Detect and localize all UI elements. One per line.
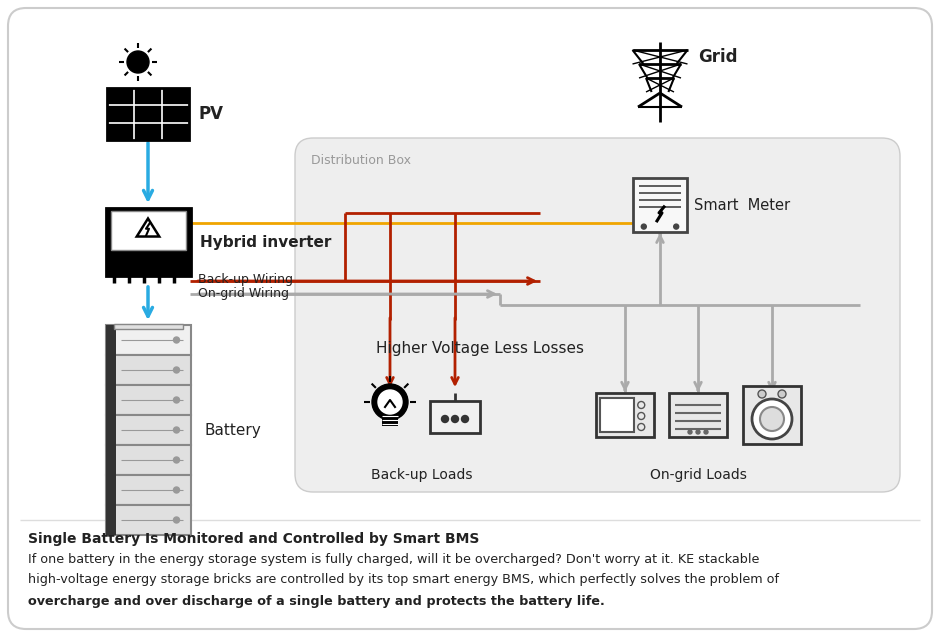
Circle shape bbox=[758, 390, 766, 398]
Circle shape bbox=[688, 430, 692, 434]
Text: Back-up Wiring: Back-up Wiring bbox=[198, 273, 293, 287]
Bar bbox=[105, 475, 116, 505]
FancyBboxPatch shape bbox=[295, 138, 900, 492]
Bar bbox=[105, 415, 191, 445]
Circle shape bbox=[378, 390, 402, 414]
Bar bbox=[105, 445, 116, 475]
FancyBboxPatch shape bbox=[8, 8, 932, 629]
Bar bbox=[105, 325, 116, 355]
Circle shape bbox=[704, 430, 708, 434]
Bar bbox=[600, 398, 634, 432]
Text: overcharge and over discharge of a single battery and protects the battery life.: overcharge and over discharge of a singl… bbox=[28, 595, 604, 608]
Text: PV: PV bbox=[198, 105, 223, 123]
Text: Battery: Battery bbox=[204, 422, 260, 438]
Bar bbox=[105, 385, 191, 415]
Bar bbox=[111, 211, 185, 250]
Circle shape bbox=[174, 337, 180, 343]
Circle shape bbox=[451, 415, 459, 422]
Bar bbox=[105, 415, 116, 445]
Bar bbox=[382, 412, 398, 426]
Text: Higher Voltage Less Losses: Higher Voltage Less Losses bbox=[376, 341, 584, 355]
Circle shape bbox=[174, 487, 180, 493]
Circle shape bbox=[462, 415, 468, 422]
Text: Distribution Box: Distribution Box bbox=[311, 154, 411, 167]
Circle shape bbox=[674, 224, 679, 229]
Bar bbox=[430, 401, 480, 433]
Circle shape bbox=[372, 384, 408, 420]
Polygon shape bbox=[136, 218, 159, 236]
Circle shape bbox=[442, 415, 448, 422]
Bar bbox=[105, 505, 191, 535]
Bar bbox=[105, 445, 191, 475]
Bar bbox=[633, 178, 687, 232]
Bar bbox=[114, 324, 182, 329]
Text: high-voltage energy storage bricks are controlled by its top smart energy BMS, w: high-voltage energy storage bricks are c… bbox=[28, 573, 779, 586]
Circle shape bbox=[752, 399, 792, 439]
Bar bbox=[596, 393, 654, 437]
Circle shape bbox=[696, 430, 700, 434]
Circle shape bbox=[778, 390, 786, 398]
Text: Single Battery Is Monitored and Controlled by Smart BMS: Single Battery Is Monitored and Controll… bbox=[28, 532, 479, 546]
Circle shape bbox=[174, 397, 180, 403]
Circle shape bbox=[174, 457, 180, 463]
Bar bbox=[105, 355, 191, 385]
Bar bbox=[105, 475, 191, 505]
Bar bbox=[105, 385, 116, 415]
Bar bbox=[107, 88, 189, 140]
Circle shape bbox=[174, 367, 180, 373]
Circle shape bbox=[760, 407, 784, 431]
Text: Smart  Meter: Smart Meter bbox=[694, 197, 791, 213]
Circle shape bbox=[641, 224, 647, 229]
Bar bbox=[105, 325, 191, 355]
Bar bbox=[105, 355, 116, 385]
Text: Hybrid inverter: Hybrid inverter bbox=[200, 234, 332, 250]
Circle shape bbox=[127, 51, 149, 73]
Bar bbox=[105, 505, 116, 535]
Circle shape bbox=[174, 427, 180, 433]
Text: If one battery in the energy storage system is fully charged, will it be overcha: If one battery in the energy storage sys… bbox=[28, 553, 760, 566]
Text: On-grid Wiring: On-grid Wiring bbox=[198, 287, 289, 301]
Circle shape bbox=[174, 517, 180, 523]
Text: Back-up Loads: Back-up Loads bbox=[371, 468, 473, 482]
Text: On-grid Loads: On-grid Loads bbox=[650, 468, 746, 482]
Bar bbox=[105, 208, 191, 276]
Text: Grid: Grid bbox=[698, 48, 738, 66]
Bar bbox=[669, 393, 727, 437]
Bar bbox=[743, 386, 801, 444]
Bar bbox=[107, 88, 189, 140]
